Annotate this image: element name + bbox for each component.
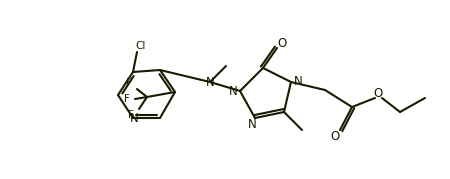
Text: O: O [330,130,340,144]
Text: F: F [126,78,132,88]
Text: N: N [206,76,214,88]
Text: F: F [128,110,134,120]
Text: Cl: Cl [136,41,146,51]
Text: O: O [374,86,382,100]
Text: N: N [248,118,256,132]
Text: N: N [293,74,302,88]
Text: F: F [124,94,130,104]
Text: N: N [229,84,238,98]
Text: O: O [277,37,287,50]
Text: N: N [130,112,139,125]
